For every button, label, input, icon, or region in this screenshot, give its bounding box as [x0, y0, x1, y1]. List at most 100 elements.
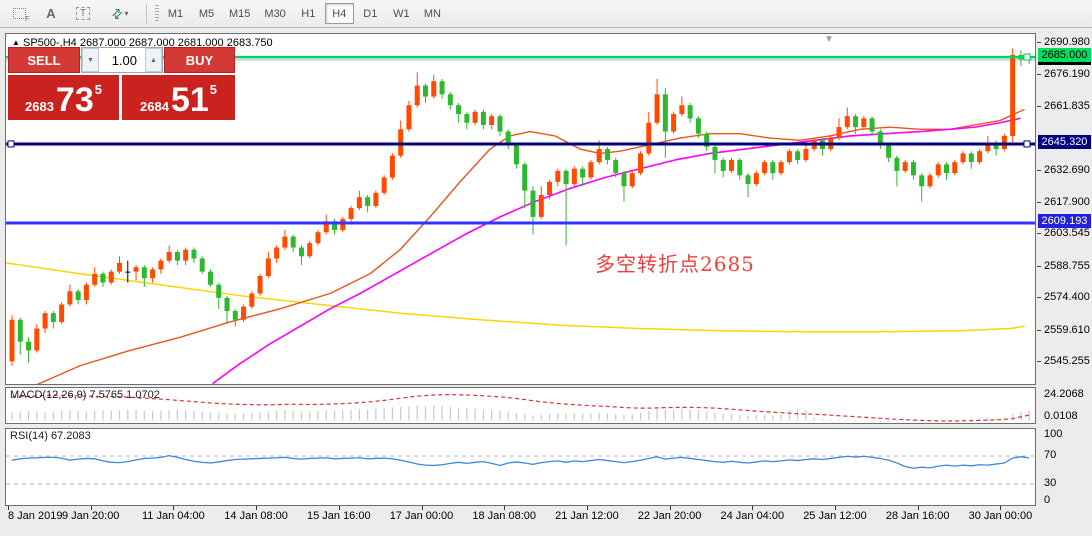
macd-axis-max: 24.2068: [1044, 388, 1084, 400]
candle-body: [42, 313, 48, 329]
rsi-axis-label: 30: [1044, 477, 1057, 489]
candle-body: [695, 118, 701, 134]
blue-line-tag: 2609.193: [1038, 214, 1091, 229]
text-t-icon[interactable]: T: [70, 3, 96, 25]
ma-magenta: [212, 117, 1021, 384]
macd-pane[interactable]: MACD(12,26,9) 7.5765 1.0702: [5, 387, 1036, 424]
macd-label: MACD(12,26,9) 7.5765 1.0702: [10, 389, 160, 401]
candle-body: [944, 164, 950, 174]
time-tick-mark: [504, 506, 506, 510]
price-axis[interactable]: 2690.980 2676.190 2661.835 2632.690 2617.900…: [1037, 33, 1092, 385]
candlestick-chart: [6, 48, 1035, 384]
candle-body: [803, 149, 809, 160]
timeframe-button-mn[interactable]: MN: [423, 7, 441, 20]
symbol-arrow-icon: ▲: [12, 38, 20, 47]
timeframe-button-m5[interactable]: M5: [198, 7, 215, 20]
ohlc-close: 2683.750: [226, 37, 273, 49]
price-tick-label: 2690.980: [1044, 36, 1090, 48]
candle-body: [795, 151, 801, 160]
volume-increase-button[interactable]: ▲: [145, 48, 162, 72]
candle-body: [439, 81, 445, 95]
macd-signal-line: [11, 394, 1030, 422]
grid-f-icon[interactable]: [6, 3, 32, 25]
price-tick-mark: [1037, 105, 1041, 107]
time-axis-label: 30 Jan 00:00: [968, 510, 1033, 522]
price-tick-mark: [1037, 74, 1041, 76]
cursor-a-icon[interactable]: A: [38, 3, 64, 25]
green-line-tag: 2685.000: [1038, 48, 1091, 63]
candle-body: [530, 190, 536, 217]
main-chart-pane[interactable]: ▲ SP500-,H4 2687.000 2687.000 2681.000 2…: [5, 33, 1036, 385]
crosshair-arrows-icon[interactable]: ⇄ ▾: [102, 3, 138, 25]
timeframe-button-w1[interactable]: W1: [393, 7, 410, 20]
ask-prefix: 2684: [140, 99, 169, 114]
timeframe-button-h1[interactable]: H1: [301, 7, 316, 20]
time-axis-label: 15 Jan 16:00: [306, 510, 371, 522]
toolbar-drag-handle[interactable]: [155, 4, 159, 23]
macd-chart: [11, 394, 1030, 422]
rsi-line: [11, 454, 1030, 469]
candle-body: [604, 149, 610, 160]
candle-body: [513, 144, 519, 165]
time-axis-label: 25 Jan 12:00: [803, 510, 867, 522]
line-handle[interactable]: [7, 140, 15, 148]
candle-body: [844, 116, 850, 128]
ohlc-open: 2687.000: [79, 37, 126, 49]
candle-body: [50, 313, 56, 322]
timeframe-button-m1[interactable]: M1: [167, 7, 184, 20]
volume-value[interactable]: 1.00: [111, 52, 137, 68]
rsi-axis-label: 0: [1044, 494, 1051, 506]
candle-body: [232, 311, 238, 320]
price-tick-mark: [1037, 297, 1041, 299]
price-tick-mark: [1037, 329, 1041, 331]
candle-body: [75, 291, 81, 301]
candle-body: [100, 273, 106, 283]
ask-price-display[interactable]: 2684 51 5: [122, 75, 235, 120]
rsi-pane[interactable]: RSI(14) 67.2083: [5, 428, 1036, 506]
candle-body: [365, 197, 371, 206]
window-bottom-strip: [0, 524, 1092, 536]
candle-body: [571, 168, 577, 185]
timeframe-button-m30[interactable]: M30: [264, 7, 286, 20]
timeframe-button-d1[interactable]: D1: [363, 7, 378, 20]
time-axis-label: 28 Jan 16:00: [885, 510, 950, 522]
sell-button[interactable]: SELL: [8, 47, 80, 73]
candle-body: [927, 175, 933, 187]
time-tick-mark: [90, 506, 92, 510]
line-handle[interactable]: [1023, 140, 1031, 148]
volume-stepper: ▼ 1.00 ▲: [81, 47, 163, 73]
volume-decrease-button[interactable]: ▼: [82, 48, 99, 72]
buy-button[interactable]: BUY: [164, 47, 235, 73]
ma-yellow: [6, 262, 1025, 333]
line-handle[interactable]: [1023, 53, 1031, 61]
candle-body: [34, 328, 40, 351]
text-t-glyph: T: [76, 7, 90, 20]
timeframe-button-h4[interactable]: H4: [324, 3, 354, 24]
candle-body: [17, 319, 23, 342]
time-tick-mark: [8, 506, 9, 510]
rsi-label: RSI(14) 67.2083: [10, 430, 91, 442]
candle-body: [323, 221, 329, 233]
bid-price-display[interactable]: 2683 73 5: [8, 75, 119, 120]
candle-body: [67, 291, 73, 305]
candle-body: [745, 175, 751, 185]
candle-body: [389, 155, 395, 178]
candle-body: [728, 159, 734, 171]
time-tick-mark: [421, 506, 423, 510]
candle-body: [960, 153, 966, 163]
chart-shift-marker-icon[interactable]: ▼: [824, 34, 834, 45]
rsi-axis-label: 70: [1044, 449, 1057, 461]
price-tick-mark: [1037, 169, 1041, 171]
timeframe-button-m15[interactable]: M15: [229, 7, 251, 20]
time-axis[interactable]: 8 Jan 2019 9 Jan 20:00 11 Jan 04:00 14 Jan …: [0, 506, 1092, 524]
symbol-name: SP500-,H4: [22, 37, 77, 49]
candle-body: [853, 116, 859, 128]
time-axis-label: 8 Jan 2019: [8, 510, 63, 522]
candle-body: [522, 164, 528, 191]
candle-body: [480, 111, 486, 125]
time-axis-label: 22 Jan 20:00: [637, 510, 702, 522]
price-tick-label: 2661.835: [1044, 99, 1090, 112]
candle-body: [315, 232, 321, 244]
candle-body: [712, 146, 718, 160]
time-tick-mark: [669, 506, 671, 510]
